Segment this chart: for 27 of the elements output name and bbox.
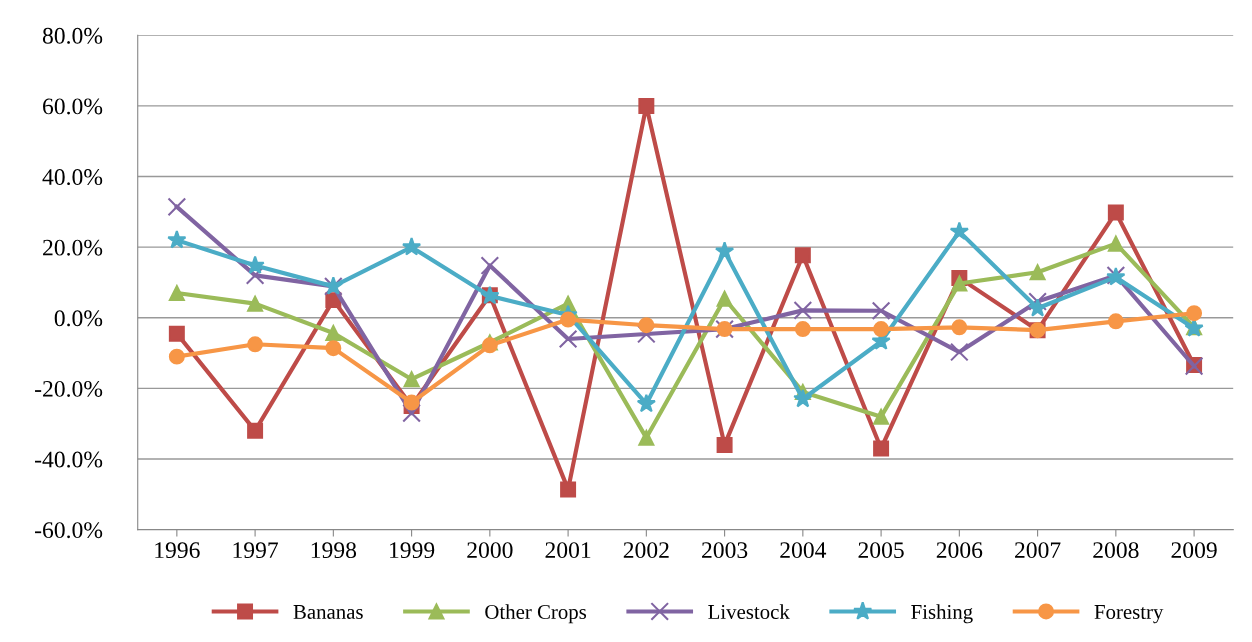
y-tick-label: 0.0% (54, 310, 103, 327)
y-tick-label: -40.0% (35, 451, 103, 468)
x-tick-label: 2007 (1015, 542, 1061, 559)
x-tick-label: 1998 (311, 542, 357, 559)
x-tick-label: 1999 (390, 542, 435, 559)
x-tick-label: 1996 (155, 542, 200, 559)
legend-label: Livestock (708, 604, 790, 619)
x-tick-label: 2000 (467, 542, 513, 559)
x-tick-label: 1997 (233, 542, 279, 559)
x-tick-label: 2001 (545, 542, 591, 559)
legend-label: Other Crops (485, 604, 587, 624)
x-tick-label: 2009 (1171, 542, 1217, 559)
y-tick-label: 60.0% (43, 98, 103, 115)
legend-label: Bananas (293, 605, 363, 619)
y-tick-label: -20.0% (35, 380, 103, 397)
x-tick-label: 2004 (780, 542, 827, 559)
y-tick-label: 20.0% (43, 239, 103, 256)
y-tick-label: -60.0% (35, 522, 103, 539)
x-tick-label: 2002 (623, 542, 669, 559)
legend-label: Fishing (911, 604, 973, 624)
x-tick-label: 2008 (1093, 542, 1139, 559)
y-tick-label: 40.0% (42, 169, 103, 186)
x-tick-label: 2005 (858, 542, 904, 559)
x-tick-label: 2006 (936, 542, 983, 559)
x-tick-label: 2003 (702, 542, 748, 559)
legend-label: Forestry (1094, 605, 1164, 624)
y-tick-label: 80.0% (42, 27, 103, 44)
